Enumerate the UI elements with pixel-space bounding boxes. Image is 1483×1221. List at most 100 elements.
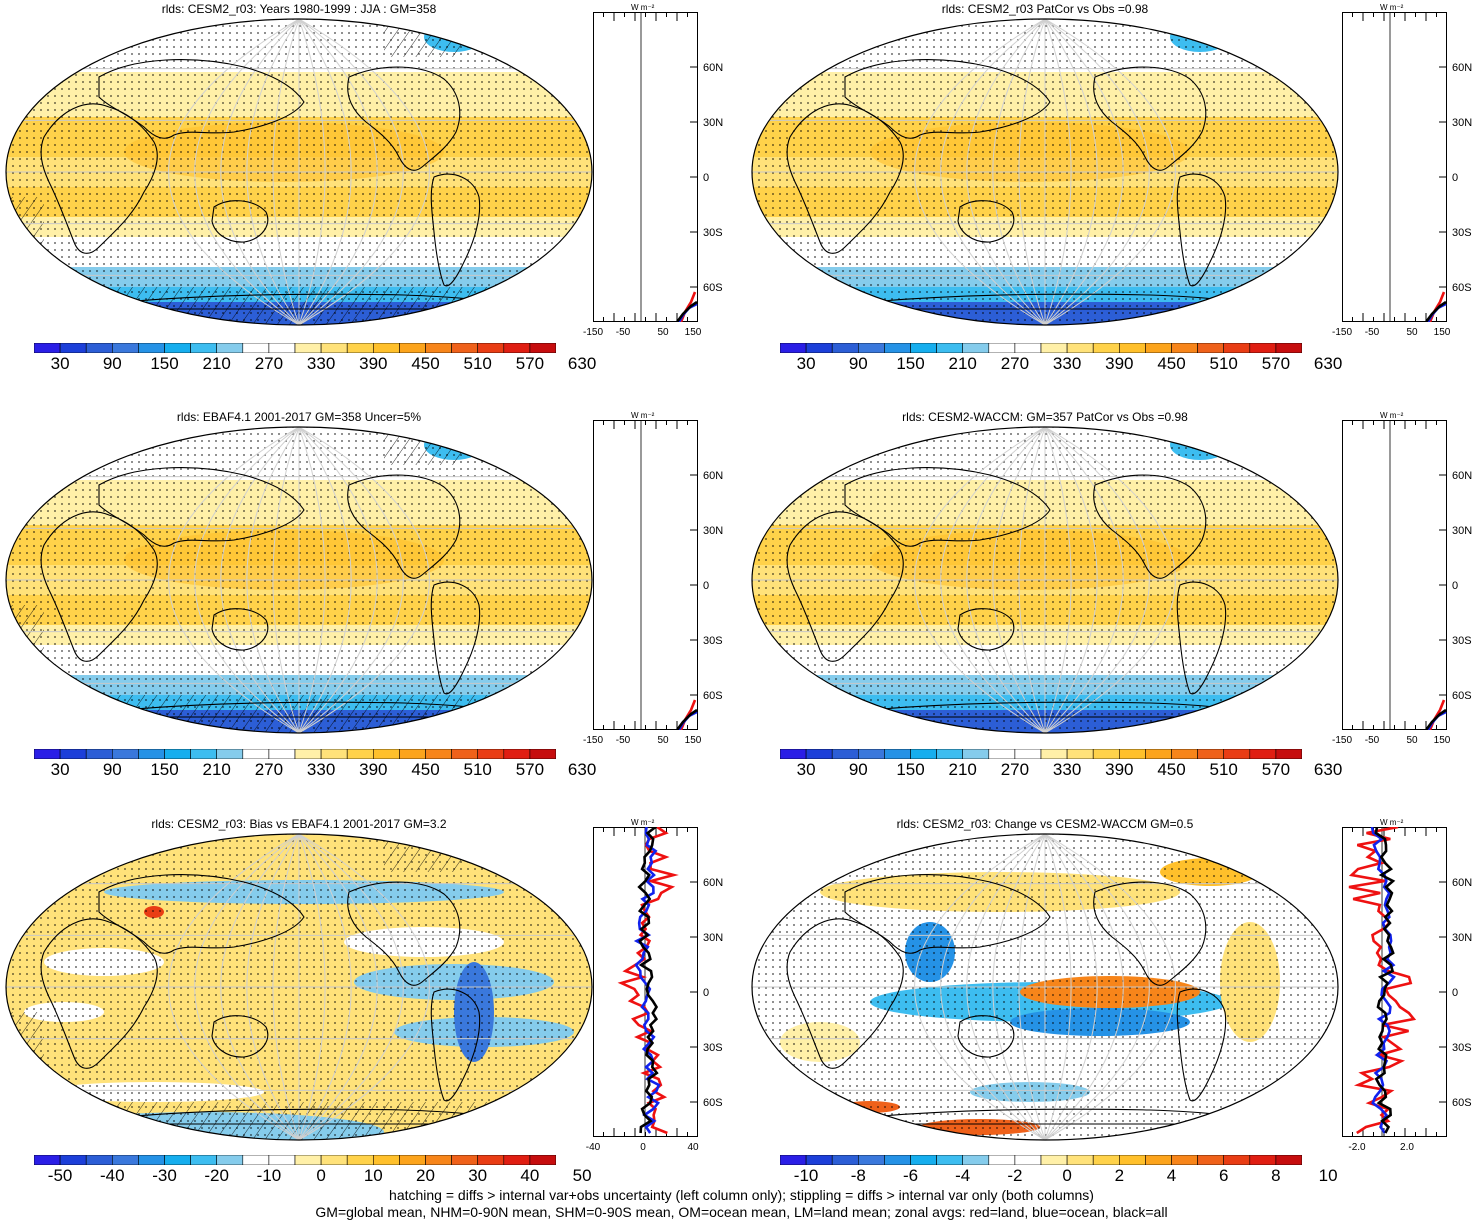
colorbar-swatch bbox=[399, 342, 426, 354]
map-outline bbox=[751, 18, 1339, 326]
colorbar-label: 30 bbox=[796, 760, 816, 779]
lat-label: 60N bbox=[703, 62, 724, 74]
lat-label: 30N bbox=[703, 932, 724, 944]
colorbar-label: 210 bbox=[202, 760, 231, 779]
colorbar-swatches bbox=[33, 1154, 557, 1166]
footer-line-1: hatching = diffs > internal var+obs unce… bbox=[389, 1187, 1094, 1203]
colorbar-swatch bbox=[425, 748, 452, 760]
colorbar-swatch bbox=[477, 342, 505, 354]
colorbar-swatch bbox=[85, 342, 113, 354]
colorbar-swatch bbox=[477, 748, 505, 760]
zonal-tick-label: 40 bbox=[687, 1142, 699, 1153]
colorbar-swatch bbox=[190, 342, 218, 354]
lat-label: 0 bbox=[703, 580, 710, 592]
colorbar-swatch bbox=[190, 1154, 218, 1166]
colorbar-swatch bbox=[529, 748, 557, 760]
colorbar-label: -10 bbox=[256, 1166, 282, 1185]
colorbar-swatch bbox=[268, 342, 296, 354]
colorbar-swatch bbox=[779, 1154, 807, 1166]
colorbar-swatch bbox=[1223, 1154, 1251, 1166]
colorbar bbox=[33, 1152, 557, 1166]
colorbar-swatch bbox=[1118, 342, 1146, 354]
zonal-tick-label: -50 bbox=[615, 327, 631, 338]
zonal-unit: W m⁻² bbox=[1380, 3, 1404, 12]
colorbar-swatch bbox=[112, 342, 139, 354]
colorbar-label: 450 bbox=[411, 760, 440, 779]
colorbar bbox=[779, 1152, 1303, 1166]
panel-title: rlds: CESM2_r03: Change vs CESM2-WACCM G… bbox=[896, 817, 1194, 831]
colorbar-swatch bbox=[399, 748, 426, 760]
colorbar-label: 630 bbox=[1313, 760, 1343, 779]
colorbar-label: 30 bbox=[796, 354, 816, 373]
map-field bbox=[752, 834, 1338, 1140]
colorbar-label: 630 bbox=[567, 760, 597, 779]
robinson-map bbox=[5, 18, 593, 326]
colorbar-swatch bbox=[425, 342, 452, 354]
map-outline bbox=[5, 18, 593, 326]
colorbar-label: 210 bbox=[202, 354, 231, 373]
colorbar-swatch bbox=[294, 748, 322, 760]
graticule bbox=[6, 19, 592, 325]
colorbar-label: -8 bbox=[850, 1166, 866, 1185]
colorbar-swatch bbox=[1197, 1154, 1225, 1166]
zonal-unit: W m⁻² bbox=[1380, 411, 1404, 420]
colorbar-label: 570 bbox=[515, 760, 545, 779]
colorbar-label: 0 bbox=[1062, 1166, 1072, 1185]
zonal-tick-label: 50 bbox=[1406, 735, 1418, 746]
colorbar-label: 90 bbox=[102, 354, 122, 373]
colorbar-swatch bbox=[320, 1154, 348, 1166]
map-field bbox=[6, 427, 592, 733]
colorbar-swatch bbox=[910, 1154, 937, 1166]
colorbar-swatch bbox=[477, 1154, 505, 1166]
lat-label: 0 bbox=[703, 172, 710, 184]
colorbar-swatch bbox=[85, 748, 113, 760]
colorbar-label: 330 bbox=[1052, 760, 1082, 779]
zonal-tick-label: 2.0 bbox=[1400, 1142, 1414, 1153]
colorbar-swatch bbox=[33, 1154, 61, 1166]
lat-label: 30S bbox=[1452, 1042, 1472, 1054]
colorbar-swatch bbox=[372, 1154, 400, 1166]
zonal-panel bbox=[593, 827, 698, 1137]
colorbar-swatch bbox=[425, 1154, 452, 1166]
zonal-unit: W m⁻² bbox=[1380, 818, 1404, 827]
lat-label: 60N bbox=[703, 470, 724, 482]
colorbar-label: 330 bbox=[1052, 354, 1082, 373]
colorbar-swatch bbox=[805, 748, 833, 760]
colorbar-swatch bbox=[138, 342, 165, 354]
colorbar-swatch bbox=[399, 1154, 426, 1166]
colorbar-label: 150 bbox=[150, 354, 179, 373]
zonal-line-all bbox=[675, 708, 698, 730]
colorbar-swatch bbox=[59, 748, 87, 760]
zonal-line-ocean bbox=[633, 827, 661, 1134]
robinson-map bbox=[751, 833, 1339, 1141]
zonal-tick-label: -150 bbox=[1331, 327, 1353, 338]
colorbar-swatch bbox=[164, 1154, 191, 1166]
colorbar-label: -20 bbox=[204, 1166, 229, 1185]
zonal-tick-label: 50 bbox=[1406, 327, 1418, 338]
lat-label: 30N bbox=[703, 525, 724, 537]
colorbar-swatch bbox=[988, 1154, 1016, 1166]
colorbar-swatch bbox=[216, 342, 244, 354]
lat-label: 0 bbox=[1452, 987, 1459, 999]
colorbar-label: 450 bbox=[411, 354, 440, 373]
colorbar-swatch bbox=[1197, 748, 1225, 760]
colorbar-swatch bbox=[112, 1154, 139, 1166]
colorbar-label: -2 bbox=[1007, 1166, 1023, 1185]
colorbar-label: 510 bbox=[463, 354, 492, 373]
colorbar-label: 510 bbox=[1209, 354, 1238, 373]
colorbar-swatch bbox=[936, 748, 964, 760]
colorbar-swatch bbox=[372, 342, 400, 354]
colorbar-swatch bbox=[216, 1154, 244, 1166]
colorbar-label: -30 bbox=[152, 1166, 177, 1185]
zonal-mean-plot bbox=[593, 827, 698, 1137]
lat-label: 30S bbox=[703, 227, 723, 239]
colorbar-swatch bbox=[1092, 342, 1120, 354]
colorbar-swatch bbox=[1223, 748, 1251, 760]
colorbar-swatch bbox=[1092, 1154, 1120, 1166]
colorbar-swatch bbox=[831, 342, 859, 354]
zonal-mean-plot bbox=[593, 420, 698, 730]
colorbar-swatch bbox=[1092, 748, 1120, 760]
zonal-tick-label: -50 bbox=[1364, 735, 1380, 746]
colorbar-swatch bbox=[1249, 1154, 1277, 1166]
zonal-panel bbox=[1342, 420, 1447, 730]
